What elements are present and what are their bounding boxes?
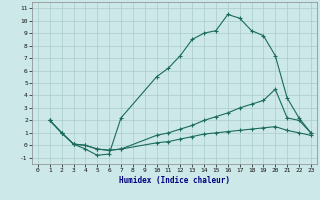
X-axis label: Humidex (Indice chaleur): Humidex (Indice chaleur) — [119, 176, 230, 185]
